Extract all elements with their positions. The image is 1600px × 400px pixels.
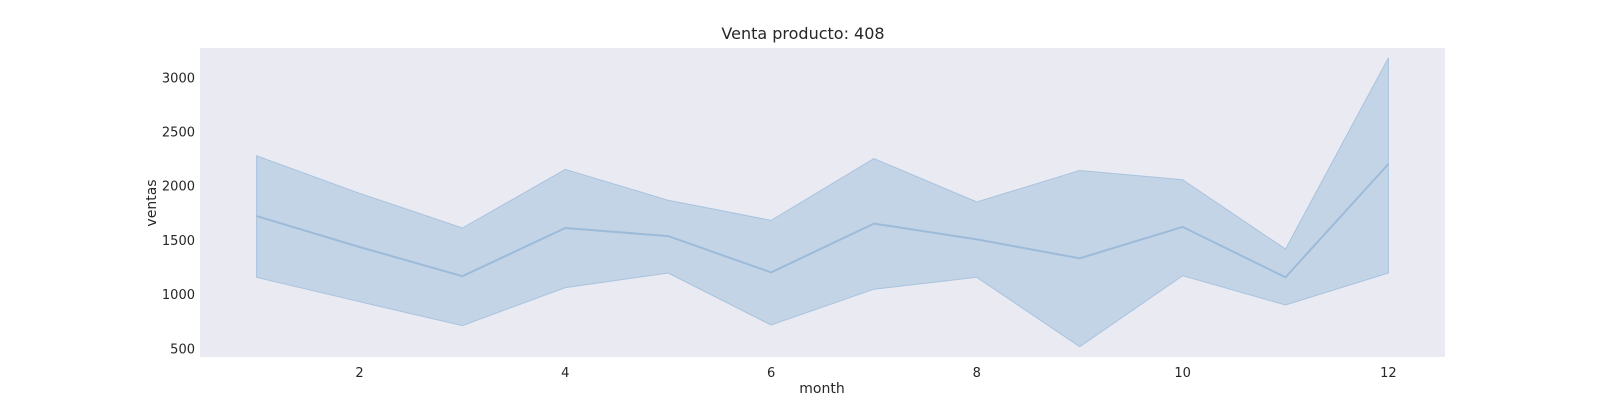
y-tick-label: 2500 <box>162 126 195 141</box>
x-tick-label: 4 <box>561 366 569 381</box>
y-tick-label: 1000 <box>162 288 195 303</box>
x-tick-label: 10 <box>1174 366 1191 381</box>
chart-title: Venta producto: 408 <box>721 24 884 43</box>
x-tick-label: 6 <box>767 366 775 381</box>
x-tick-label: 12 <box>1380 366 1397 381</box>
confidence-band <box>256 57 1389 348</box>
y-axis-label: ventas <box>144 179 160 226</box>
x-tick-label: 8 <box>973 366 981 381</box>
series-line <box>256 163 1390 279</box>
y-tick-label: 2000 <box>162 180 195 195</box>
y-tick-label: 500 <box>170 342 195 357</box>
y-tick-label: 1500 <box>162 234 195 249</box>
x-axis-label: month <box>799 381 844 397</box>
y-tick-label: 3000 <box>162 71 195 86</box>
x-tick-label: 2 <box>355 366 363 381</box>
